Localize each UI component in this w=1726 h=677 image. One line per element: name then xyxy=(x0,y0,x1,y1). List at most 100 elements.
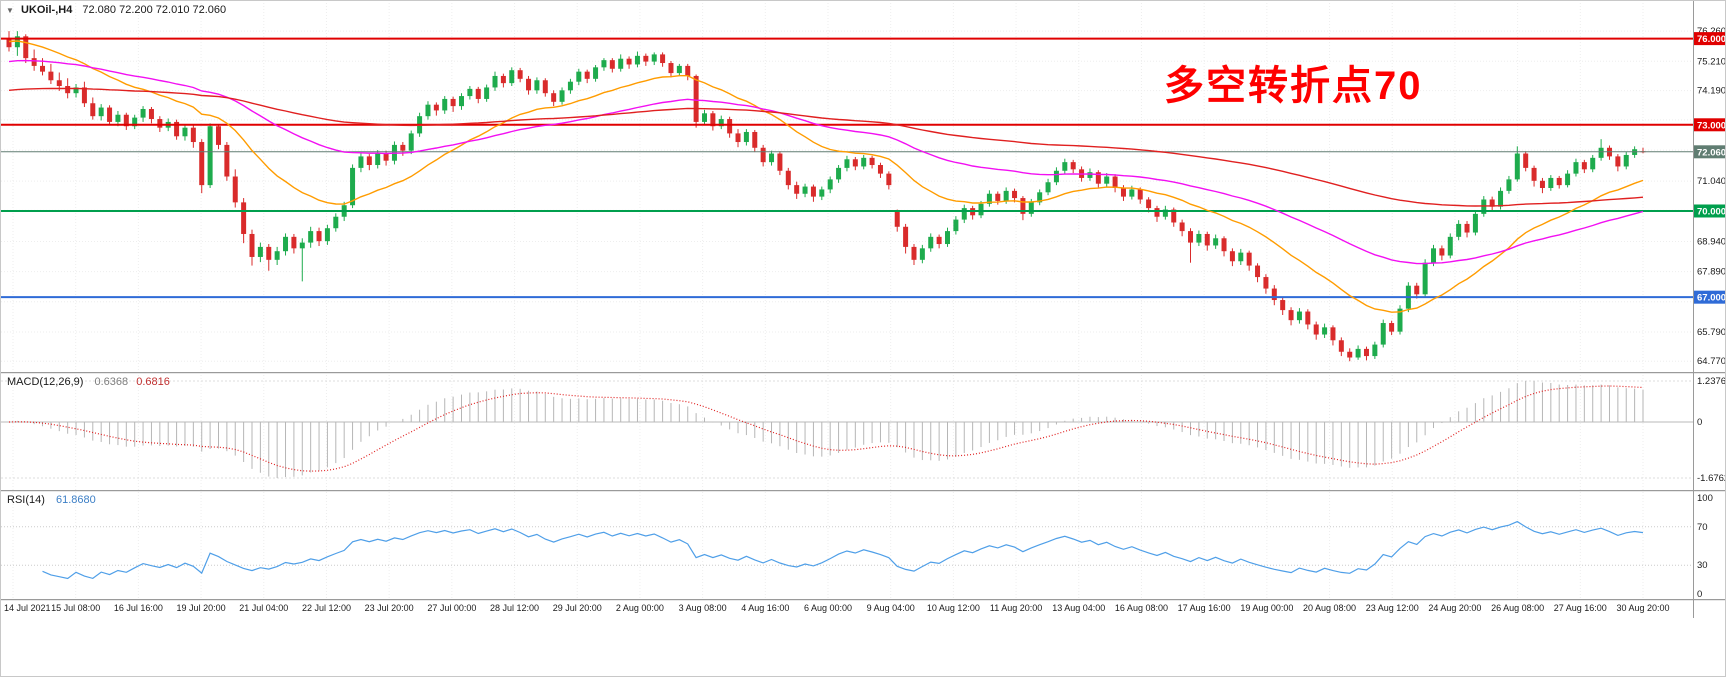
time-axis-label: 27 Aug 16:00 xyxy=(1554,603,1607,613)
candle xyxy=(551,93,557,102)
candle xyxy=(1280,300,1286,311)
candle xyxy=(232,176,238,203)
candle xyxy=(651,54,657,62)
price-axis-label: 65.790 xyxy=(1697,327,1726,338)
candle xyxy=(1229,251,1235,262)
candle xyxy=(634,55,640,65)
candle xyxy=(1213,238,1219,246)
candle xyxy=(1070,162,1076,170)
candle xyxy=(1431,248,1437,263)
candle xyxy=(1238,252,1244,262)
price-axis-label: 75.210 xyxy=(1697,56,1726,67)
candle xyxy=(903,226,909,247)
time-axis-label: 21 Jul 04:00 xyxy=(239,603,288,613)
candle xyxy=(1498,190,1504,207)
candle xyxy=(274,251,280,260)
candle xyxy=(743,131,749,143)
candle xyxy=(1037,192,1043,203)
price-axis-label: 68.940 xyxy=(1697,236,1726,247)
candle xyxy=(1062,162,1068,171)
candle xyxy=(333,216,339,229)
candle xyxy=(567,81,573,91)
candle xyxy=(1573,162,1579,174)
candle xyxy=(735,133,741,143)
price-tag-text: 67.000 xyxy=(1697,293,1726,304)
time-axis-label: 23 Aug 12:00 xyxy=(1366,603,1419,613)
level-price-tag[interactable] xyxy=(1694,204,1726,218)
time-axis-label: 10 Aug 12:00 xyxy=(927,603,980,613)
candle xyxy=(174,121,180,137)
candle xyxy=(31,58,37,66)
level-price-tag[interactable] xyxy=(1694,290,1726,304)
price-axis-label: 64.770 xyxy=(1697,356,1726,367)
time-axis-label: 17 Aug 16:00 xyxy=(1178,603,1231,613)
candle xyxy=(1322,327,1328,335)
candle xyxy=(1456,223,1462,237)
candle xyxy=(1053,170,1059,183)
candle xyxy=(182,127,188,137)
candle xyxy=(56,80,62,87)
candle xyxy=(1146,199,1152,209)
time-axis-label: 23 Jul 20:00 xyxy=(365,603,414,613)
candle xyxy=(1330,327,1336,341)
time-axis-label: 24 Aug 20:00 xyxy=(1428,603,1481,613)
macd-scale-min: -1.6762 xyxy=(1697,473,1726,484)
price-axis-label: 71.040 xyxy=(1697,176,1726,187)
macd-indicator-header: MACD(12,26,9) 0.6368 0.6816 xyxy=(7,376,170,388)
candle xyxy=(911,246,917,260)
candle xyxy=(224,144,230,177)
level-price-tag[interactable] xyxy=(1694,118,1726,132)
candle xyxy=(324,228,330,242)
candle xyxy=(584,71,590,79)
candle xyxy=(660,54,666,64)
candle xyxy=(140,108,146,118)
candle xyxy=(1514,153,1520,180)
candle xyxy=(1422,262,1428,295)
candle xyxy=(1012,190,1018,199)
time-axis-label: 13 Aug 04:00 xyxy=(1052,603,1105,613)
candle xyxy=(542,80,548,94)
candle xyxy=(1154,208,1160,217)
candle xyxy=(199,142,205,186)
candle xyxy=(593,67,599,79)
candle xyxy=(1523,153,1529,168)
candle xyxy=(844,159,850,168)
current-price-tag[interactable] xyxy=(1694,145,1726,159)
candle xyxy=(919,248,925,260)
ohlc-values: 72.080 72.200 72.010 72.060 xyxy=(82,4,227,16)
time-axis-label: 19 Aug 00:00 xyxy=(1240,603,1293,613)
candle xyxy=(40,65,46,72)
candle xyxy=(1087,172,1093,178)
candle xyxy=(115,114,121,122)
candle xyxy=(526,78,532,91)
quick-trade-arrow-icon[interactable]: ▼ xyxy=(6,6,14,15)
candle xyxy=(928,236,934,249)
candle xyxy=(1137,189,1143,200)
candle xyxy=(1246,252,1252,266)
chart-annotation-text[interactable]: 多空转折点70 xyxy=(1164,64,1423,108)
candle xyxy=(1556,177,1562,186)
candle xyxy=(869,157,875,166)
candle xyxy=(576,71,582,82)
macd-scale-max: 1.2376 xyxy=(1697,376,1726,387)
rsi-scale-label: 100 xyxy=(1697,493,1713,504)
candle xyxy=(685,65,691,76)
time-axis-label: 4 Aug 16:00 xyxy=(741,603,789,613)
candle xyxy=(1565,173,1571,186)
candle xyxy=(492,75,498,88)
moving-average-line xyxy=(8,40,1644,313)
candle xyxy=(769,153,775,163)
macd-scale-zero: 0 xyxy=(1697,417,1702,428)
candle xyxy=(626,58,632,65)
symbol-timeframe-label: UKOil-,H4 xyxy=(20,4,73,16)
candle xyxy=(475,88,481,99)
price-tag-text: 73.000 xyxy=(1697,120,1726,131)
candle xyxy=(752,131,758,148)
price-tag-text: 72.060 xyxy=(1697,147,1726,158)
time-axis-label: 16 Jul 16:00 xyxy=(114,603,163,613)
candle xyxy=(886,173,892,186)
level-price-tag[interactable] xyxy=(1694,32,1726,46)
candle xyxy=(1615,156,1621,167)
